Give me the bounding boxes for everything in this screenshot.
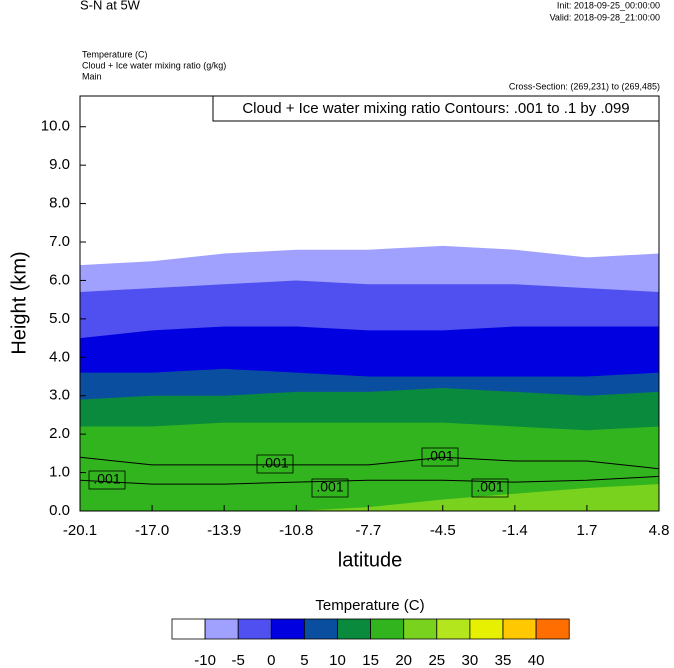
contour-label-box <box>256 454 294 474</box>
y-tick-label: 8.0 <box>49 195 70 212</box>
init-time: Init: 2018-09-25_00:00:00 <box>557 0 660 10</box>
x-tick-label: -17.0 <box>135 522 169 539</box>
colorbar-label: 40 <box>528 652 545 668</box>
x-tick-label: -20.1 <box>63 522 97 539</box>
colorbar-box <box>502 618 537 640</box>
colorbar-label: 0 <box>267 652 275 668</box>
y-tick-label: 9.0 <box>49 156 70 173</box>
colorbar-box <box>535 618 570 640</box>
temperature-band <box>80 422 659 511</box>
y-tick-label: 4.0 <box>49 348 70 365</box>
temperature-band <box>80 484 659 511</box>
colorbar-box <box>303 618 338 640</box>
field-line: Main <box>82 71 102 81</box>
x-tick-label: -7.7 <box>355 522 381 539</box>
x-tick-label: -10.8 <box>279 522 313 539</box>
colorbar-label: 35 <box>495 652 512 668</box>
chart-title: S-N at 5W <box>80 0 141 12</box>
contour-label: .001 <box>426 448 453 464</box>
y-tick-label: 7.0 <box>49 233 70 250</box>
colorbar-label: 15 <box>362 652 379 668</box>
colorbar-label: 25 <box>428 652 445 668</box>
contour-label-box <box>311 478 349 498</box>
colorbar-box <box>171 618 206 640</box>
info-box <box>212 95 660 122</box>
contour-label: .001 <box>476 479 503 495</box>
mixing-ratio-contour <box>79 475 660 485</box>
colorbar-box <box>469 618 504 640</box>
colorbar-box <box>237 618 272 640</box>
colorbar-label: -5 <box>232 652 245 668</box>
x-tick-label: 1.7 <box>576 522 597 539</box>
colorbar-title: Temperature (C) <box>315 597 424 614</box>
colorbar-label: 30 <box>462 652 479 668</box>
colorbar-box <box>270 618 305 640</box>
contour-label-box <box>471 478 509 498</box>
colorbar-box <box>370 618 405 640</box>
y-tick-label: 3.0 <box>49 387 70 404</box>
valid-time: Valid: 2018-09-28_21:00:00 <box>550 12 660 22</box>
cross-section: Cross-Section: (269,231) to (269,485) <box>509 81 660 91</box>
contour-info: Cloud + Ice water mixing ratio Contours:… <box>242 100 629 117</box>
contour-label: .001 <box>316 479 343 495</box>
x-tick-label: -1.4 <box>502 522 528 539</box>
y-tick-label: 6.0 <box>49 271 70 288</box>
y-tick-label: 0.0 <box>49 502 70 519</box>
y-tick-label: 10.0 <box>41 118 70 135</box>
x-axis-title: latitude <box>338 549 403 571</box>
contour-label-box <box>88 470 126 490</box>
field-line: Cloud + Ice water mixing ratio (g/kg) <box>82 60 226 70</box>
mixing-ratio-contour <box>79 456 660 470</box>
colorbar-label: 20 <box>395 652 412 668</box>
colorbar-label: 5 <box>300 652 308 668</box>
y-axis-title: Height (km) <box>8 251 30 354</box>
contour-label: .001 <box>261 455 288 471</box>
y-tick-label: 5.0 <box>49 310 70 327</box>
y-tick-label: 2.0 <box>49 425 70 442</box>
field-line: Temperature (C) <box>82 49 148 59</box>
contour-label: .001 <box>93 471 120 487</box>
colorbar-box <box>204 618 239 640</box>
colorbar-box <box>436 618 471 640</box>
contour-label-box <box>421 447 459 467</box>
colorbar-label: -10 <box>194 652 216 668</box>
x-tick-label: -13.9 <box>207 522 241 539</box>
colorbar-box <box>337 618 371 640</box>
y-tick-label: 1.0 <box>49 464 70 481</box>
colorbar-label: 10 <box>329 652 346 668</box>
x-tick-label: -4.5 <box>430 522 456 539</box>
colorbar-box <box>403 618 438 640</box>
x-tick-label: 4.8 <box>649 522 670 539</box>
